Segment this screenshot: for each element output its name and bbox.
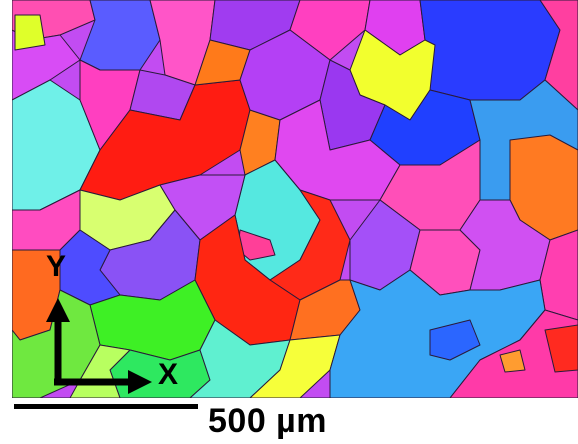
- axes-indicator: [46, 298, 152, 394]
- grain: [189, 319, 291, 398]
- y-axis-arrowhead-icon: [46, 298, 70, 322]
- grain: [79, 79, 251, 201]
- y-axis-label: Y: [46, 250, 67, 283]
- grain: [14, 14, 46, 51]
- grain: [429, 319, 481, 361]
- scale-bar-label: 500 µm: [208, 402, 327, 440]
- grain: [544, 324, 578, 373]
- x-axis-arrowhead-icon: [128, 370, 152, 394]
- scale-bar: [14, 404, 198, 409]
- grain: [499, 349, 526, 373]
- x-axis-label: X: [158, 358, 179, 391]
